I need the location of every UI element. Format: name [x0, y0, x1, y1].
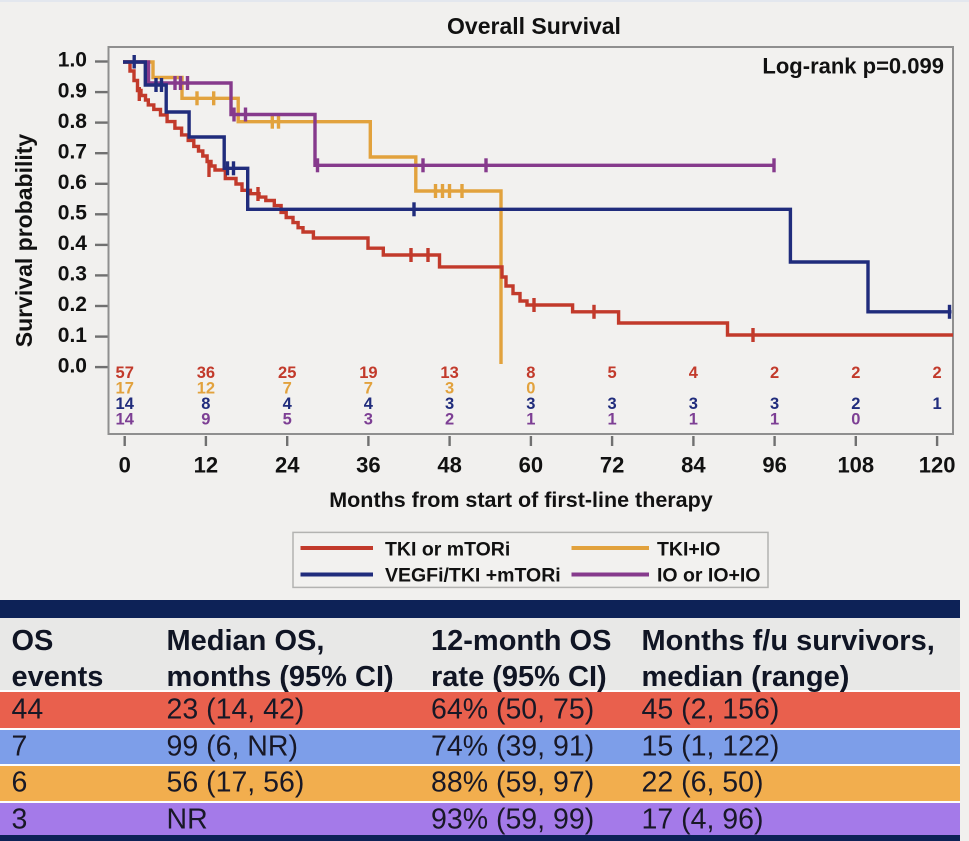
svg-text:17: 17 [116, 380, 134, 398]
svg-text:3: 3 [445, 380, 454, 398]
svg-text:0.4: 0.4 [58, 232, 88, 255]
svg-text:14: 14 [116, 410, 135, 428]
svg-text:1: 1 [770, 410, 779, 428]
svg-text:3: 3 [608, 395, 617, 413]
svg-text:1: 1 [608, 410, 617, 428]
svg-text:0.5: 0.5 [58, 202, 88, 225]
svg-text:14: 14 [116, 395, 135, 413]
svg-text:72: 72 [600, 453, 624, 478]
svg-text:TKI or mTORi: TKI or mTORi [385, 538, 510, 560]
svg-text:0.9: 0.9 [58, 79, 87, 102]
svg-text:TKI+IO: TKI+IO [657, 538, 720, 560]
svg-text:IO or IO+IO: IO or IO+IO [657, 565, 760, 587]
svg-text:8: 8 [526, 364, 535, 382]
svg-text:3: 3 [445, 395, 454, 413]
svg-text:0.7: 0.7 [58, 140, 87, 163]
svg-text:36: 36 [197, 364, 215, 382]
svg-text:2: 2 [933, 364, 942, 382]
svg-text:1.0: 1.0 [58, 49, 87, 72]
svg-text:4: 4 [689, 364, 699, 382]
svg-text:108: 108 [837, 453, 874, 478]
svg-text:36: 36 [356, 453, 380, 478]
svg-text:4: 4 [364, 395, 374, 413]
svg-text:Overall Survival: Overall Survival [447, 13, 621, 39]
svg-text:7: 7 [364, 380, 373, 398]
svg-text:Months from start of first-lin: Months from start of first-line therapy [329, 488, 712, 512]
svg-text:3: 3 [364, 410, 373, 428]
svg-text:4: 4 [283, 395, 293, 413]
svg-text:0: 0 [851, 410, 860, 428]
svg-text:0: 0 [119, 453, 131, 478]
svg-text:VEGFi/TKI +mTORi: VEGFi/TKI +mTORi [385, 565, 561, 587]
svg-text:0.1: 0.1 [58, 324, 88, 347]
svg-text:3: 3 [770, 395, 779, 413]
svg-text:3: 3 [526, 395, 535, 413]
svg-text:120: 120 [919, 453, 956, 478]
svg-text:0.8: 0.8 [58, 110, 88, 133]
svg-text:57: 57 [116, 364, 134, 382]
svg-text:19: 19 [359, 364, 377, 382]
svg-text:13: 13 [440, 364, 458, 382]
svg-text:1: 1 [933, 395, 942, 413]
svg-text:Log-rank p=0.099: Log-rank p=0.099 [762, 54, 944, 79]
svg-text:5: 5 [608, 364, 617, 382]
svg-text:0.6: 0.6 [58, 171, 87, 194]
svg-text:0.2: 0.2 [58, 293, 87, 316]
svg-text:25: 25 [278, 364, 296, 382]
svg-text:2: 2 [851, 395, 860, 413]
svg-text:3: 3 [689, 395, 698, 413]
svg-text:1: 1 [689, 410, 698, 428]
svg-text:12: 12 [194, 453, 218, 478]
svg-text:84: 84 [681, 453, 706, 478]
svg-text:48: 48 [437, 453, 461, 478]
svg-text:60: 60 [519, 453, 543, 478]
svg-text:12: 12 [197, 380, 215, 398]
svg-text:9: 9 [201, 410, 210, 428]
svg-text:96: 96 [762, 453, 786, 478]
svg-text:0.0: 0.0 [58, 354, 87, 377]
svg-text:0.3: 0.3 [58, 263, 87, 286]
svg-text:5: 5 [283, 410, 292, 428]
svg-text:1: 1 [526, 410, 535, 428]
svg-text:8: 8 [201, 395, 210, 413]
svg-text:0: 0 [526, 380, 535, 398]
svg-text:2: 2 [851, 364, 860, 382]
svg-text:Survival probability: Survival probability [11, 134, 37, 348]
svg-text:24: 24 [275, 453, 300, 478]
svg-text:2: 2 [445, 410, 454, 428]
svg-text:7: 7 [283, 380, 292, 398]
svg-text:2: 2 [770, 364, 779, 382]
